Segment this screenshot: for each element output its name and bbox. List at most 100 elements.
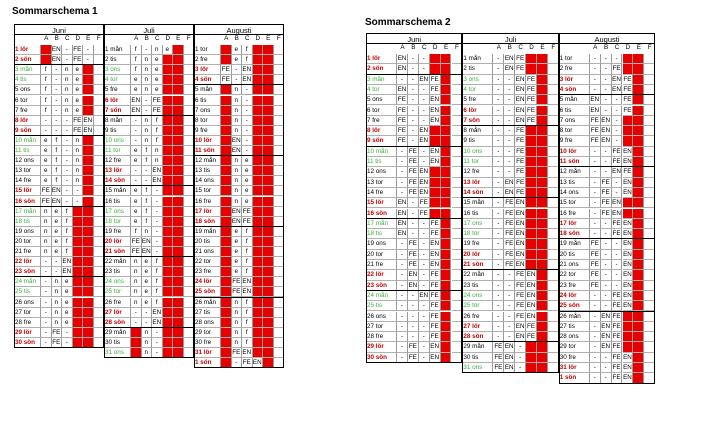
shift-cell: - — [407, 126, 419, 137]
shift-cell: FE — [611, 146, 623, 157]
day-cell: 1 lör — [366, 54, 397, 65]
shift-cell — [93, 115, 104, 126]
column-header: D — [529, 44, 534, 51]
day-cell: 16 fre — [194, 196, 221, 207]
shift-cell: FE — [526, 84, 537, 96]
day-cell: 10 lör — [558, 146, 590, 157]
shift-cell: - — [62, 45, 73, 56]
shift-cell — [440, 301, 452, 312]
shift-cell — [644, 95, 656, 106]
shift-cell: FE — [418, 198, 430, 209]
week-separator — [366, 217, 463, 219]
day-cell: 16 tis — [104, 196, 131, 207]
day-cell: 11 tis — [14, 146, 41, 157]
shift-cell: f — [242, 226, 253, 237]
shift-cell — [633, 311, 645, 322]
shift-cell: - — [493, 177, 505, 188]
shift-cell: EN — [429, 342, 441, 353]
shift-cell — [451, 84, 463, 96]
shift-cell — [547, 352, 559, 363]
shift-cell: - — [418, 157, 430, 168]
shift-cell — [173, 146, 184, 157]
shift-cell: - — [611, 115, 623, 127]
shift-cell: n — [62, 85, 73, 96]
shift-cell — [263, 337, 274, 348]
shift-cell: - — [493, 290, 505, 302]
shift-cell: - — [515, 342, 527, 353]
shift-cell — [273, 115, 284, 126]
week-separator — [14, 134, 104, 136]
day-cell: 13 lör — [462, 177, 494, 188]
shift-cell: n — [231, 317, 242, 328]
day-cell: 14 fre — [14, 176, 41, 187]
shift-cell — [526, 229, 537, 240]
shift-cell: FE — [589, 136, 601, 147]
shift-cell: EN — [429, 95, 441, 106]
schedule-1-title: Sommarschema 1 — [12, 6, 98, 17]
shift-cell: n — [152, 45, 163, 56]
day-cell: 8 lör — [366, 126, 397, 137]
shift-cell: - — [51, 95, 62, 106]
shift-cell: - — [589, 64, 601, 75]
shift-cell — [263, 105, 274, 116]
shift-cell: f — [242, 45, 253, 56]
day-cell: 17 mån — [366, 218, 397, 230]
shift-cell: FE — [600, 177, 612, 188]
shift-cell: - — [600, 95, 612, 106]
month-header: Augusti — [194, 24, 284, 35]
shift-cell — [221, 95, 232, 106]
shift-cell — [451, 105, 463, 116]
shift-cell: EN — [622, 187, 634, 199]
shift-cell: - — [515, 363, 527, 374]
shift-cell — [451, 260, 463, 271]
shift-cell — [221, 267, 232, 278]
shift-cell — [537, 84, 548, 96]
shift-cell — [173, 337, 184, 348]
shift-cell — [162, 125, 173, 136]
shift-cell — [183, 277, 194, 288]
shift-cell — [429, 126, 441, 137]
shift-cell — [273, 85, 284, 96]
shift-cell — [162, 135, 173, 146]
shift-cell: f — [242, 267, 253, 278]
shift-cell: - — [242, 105, 253, 116]
day-cell: 31 ons — [104, 348, 131, 359]
shift-cell: EN — [515, 321, 527, 333]
shift-cell: - — [131, 115, 142, 126]
shift-cell: FE — [429, 270, 441, 281]
shift-cell: - — [397, 74, 408, 85]
shift-cell: FE — [526, 74, 537, 85]
shift-cell: EN — [242, 348, 253, 359]
day-cell: 25 tor — [462, 301, 494, 312]
shift-cell — [273, 95, 284, 106]
shift-cell — [83, 176, 94, 187]
day-cell: 22 lör — [366, 270, 397, 281]
shift-cell: - — [152, 196, 163, 207]
day-cell: 29 lör — [366, 342, 397, 353]
shift-cell: e — [231, 236, 242, 247]
day-cell: 26 fre — [104, 297, 131, 308]
shift-cell — [221, 125, 232, 136]
shift-cell: - — [242, 125, 253, 136]
week-separator — [104, 114, 194, 116]
shift-cell: n — [51, 277, 62, 288]
shift-cell: FE — [504, 198, 516, 209]
shift-cell — [162, 95, 173, 106]
day-cell: 15 tor — [194, 186, 221, 197]
shift-cell — [221, 226, 232, 237]
shift-cell — [440, 218, 452, 230]
shift-cell — [83, 307, 94, 318]
shift-cell: EN — [231, 206, 242, 217]
day-cell: 2 fre — [558, 64, 590, 75]
shift-cell: e — [242, 166, 253, 177]
shift-cell — [83, 75, 94, 86]
shift-cell — [173, 348, 184, 359]
shift-cell: e — [231, 257, 242, 268]
shift-cell: - — [407, 321, 419, 333]
shift-cell — [93, 75, 104, 86]
shift-cell: FE — [515, 64, 527, 75]
week-separator — [14, 205, 104, 207]
shift-cell: FE — [429, 218, 441, 230]
shift-cell: n — [131, 287, 142, 298]
shift-cell: - — [589, 363, 601, 374]
